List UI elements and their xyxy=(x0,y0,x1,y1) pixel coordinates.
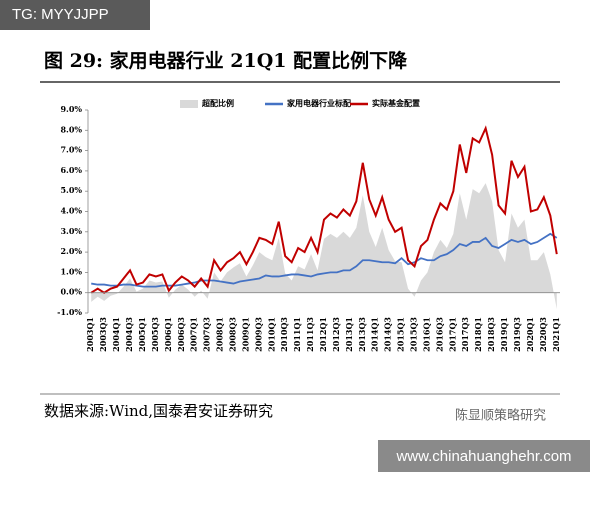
page: TG: MYYJJPP 图 29: 家用电器行业 21Q1 配置比例下降 数据来… xyxy=(0,0,590,472)
x-tick-label: 2014Q3 xyxy=(383,317,393,352)
x-tick-label: 2016Q3 xyxy=(434,317,444,352)
x-tick-label: 2010Q1 xyxy=(266,317,276,352)
x-tick-label: 2011Q1 xyxy=(292,317,302,352)
y-tick-label: 7.0% xyxy=(60,145,82,155)
x-tick-label: 2003Q3 xyxy=(98,317,108,352)
watermark: 陈显顺策略研究 xyxy=(455,408,546,424)
source: 数据来源:Wind,国泰君安证券研究 xyxy=(44,402,273,420)
x-tick-label: 2007Q1 xyxy=(189,317,199,352)
x-tick-label: 2004Q3 xyxy=(124,317,134,352)
x-tick-label: 2019Q3 xyxy=(512,317,522,352)
x-tick-label: 2005Q3 xyxy=(150,317,160,352)
watermark: TG: MYYJJPP xyxy=(0,0,150,30)
x-tick-label: 2015Q3 xyxy=(409,317,419,352)
area xyxy=(91,183,557,309)
watermark: www.chinahuanghehr.com xyxy=(395,448,571,465)
x-tick-label: 2020Q3 xyxy=(538,317,548,352)
x-tick-label: 2017Q3 xyxy=(460,317,470,352)
x-tick-label: 2009Q3 xyxy=(253,317,263,352)
x-tick-label: 2003Q1 xyxy=(85,317,95,352)
legend-label: 家用电器行业标配 xyxy=(287,98,351,108)
x-tick-label: 2013Q3 xyxy=(357,317,367,352)
x-tick-label: 2018Q3 xyxy=(486,317,496,352)
chart-title: 图 29: 家用电器行业 21Q1 配置比例下降 xyxy=(44,49,408,72)
y-tick-label: 3.0% xyxy=(60,226,82,236)
y-tick-label: 4.0% xyxy=(60,206,82,216)
y-tick-label: 6.0% xyxy=(60,165,82,175)
x-tick-label: 2007Q3 xyxy=(202,317,212,352)
legend-label: 实际基金配置 xyxy=(372,98,420,108)
line xyxy=(91,232,558,288)
y-tick-label: 8.0% xyxy=(60,124,82,134)
x-tick-label: 2006Q1 xyxy=(163,317,173,352)
watermark-box xyxy=(378,440,590,472)
x-tick-label: 2019Q1 xyxy=(499,317,509,352)
x-tick-label: 2012Q1 xyxy=(318,317,328,352)
x-tick-label: 2015Q1 xyxy=(396,317,406,352)
x-tick-label: 2021Q1 xyxy=(551,317,561,352)
x-tick-label: 2012Q3 xyxy=(331,317,341,352)
x-tick-label: 2010Q3 xyxy=(279,317,289,352)
y-tick-label: 0.0% xyxy=(60,287,82,297)
x-tick-label: 2020Q1 xyxy=(525,317,535,352)
legend-swatch xyxy=(180,100,198,108)
x-tick-label: 2011Q3 xyxy=(305,317,315,352)
x-tick-label: 2013Q1 xyxy=(344,317,354,352)
x-tick-label: 2016Q1 xyxy=(421,317,431,352)
y-tick-label: -1.0% xyxy=(57,307,82,317)
x-tick-label: 2009Q1 xyxy=(240,317,250,352)
y-tick-label: 9.0% xyxy=(60,104,82,114)
x-tick-label: 2018Q1 xyxy=(473,317,483,352)
y-tick-label: 2.0% xyxy=(60,246,82,256)
x-tick-label: 2014Q1 xyxy=(370,317,380,352)
x-tick-label: 2017Q1 xyxy=(447,317,457,352)
x-tick-label: 2006Q3 xyxy=(176,317,186,352)
x-tick-label: 2008Q3 xyxy=(227,317,237,352)
legend-label: 超配比例 xyxy=(201,98,234,108)
y-tick-label: 1.0% xyxy=(60,266,82,276)
x-tick-label: 2004Q1 xyxy=(111,317,121,352)
y-tick-label: 5.0% xyxy=(60,185,82,195)
x-tick-label: 2008Q1 xyxy=(215,317,225,352)
x-tick-label: 2005Q1 xyxy=(137,317,147,352)
line xyxy=(90,125,558,294)
chart: 图 29: 家用电器行业 21Q1 配置比例下降 数据来源:Wind,国泰君安证… xyxy=(40,49,590,472)
